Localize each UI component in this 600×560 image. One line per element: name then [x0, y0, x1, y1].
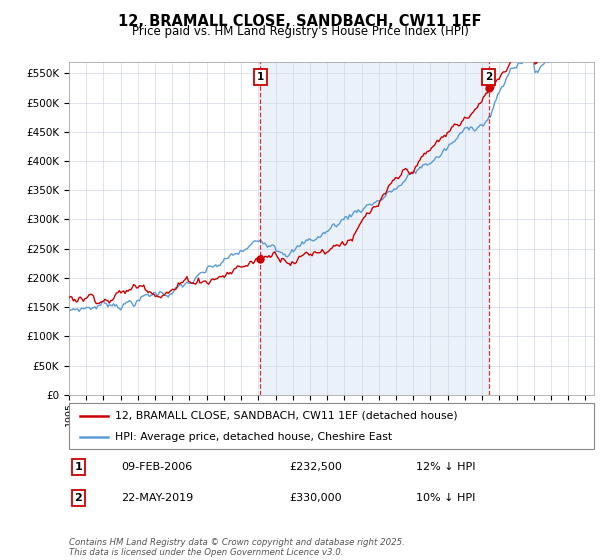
Text: HPI: Average price, detached house, Cheshire East: HPI: Average price, detached house, Ches… — [115, 432, 392, 442]
Text: 1: 1 — [74, 462, 82, 472]
Text: 22-MAY-2019: 22-MAY-2019 — [121, 493, 194, 503]
Text: 2: 2 — [74, 493, 82, 503]
Text: £330,000: £330,000 — [290, 493, 342, 503]
Text: 12, BRAMALL CLOSE, SANDBACH, CW11 1EF (detached house): 12, BRAMALL CLOSE, SANDBACH, CW11 1EF (d… — [115, 410, 458, 421]
Text: Contains HM Land Registry data © Crown copyright and database right 2025.
This d: Contains HM Land Registry data © Crown c… — [69, 538, 405, 557]
Text: 09-FEB-2006: 09-FEB-2006 — [121, 462, 193, 472]
Text: 10% ↓ HPI: 10% ↓ HPI — [415, 493, 475, 503]
Bar — [260, 62, 489, 395]
FancyBboxPatch shape — [69, 403, 594, 449]
Text: 1: 1 — [257, 72, 264, 82]
Text: 2: 2 — [485, 72, 493, 82]
Text: 12% ↓ HPI: 12% ↓ HPI — [415, 462, 475, 472]
Text: 12, BRAMALL CLOSE, SANDBACH, CW11 1EF: 12, BRAMALL CLOSE, SANDBACH, CW11 1EF — [118, 14, 482, 29]
Text: £232,500: £232,500 — [290, 462, 343, 472]
Text: Price paid vs. HM Land Registry's House Price Index (HPI): Price paid vs. HM Land Registry's House … — [131, 25, 469, 38]
